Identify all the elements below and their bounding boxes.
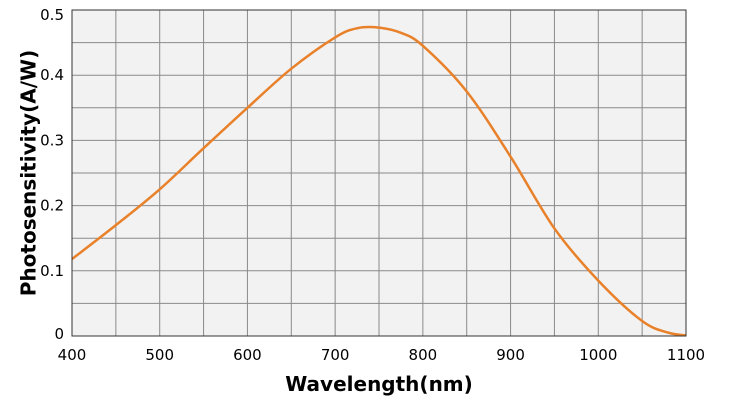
x-axis-label: Wavelength(nm): [285, 372, 473, 396]
y-tick-label: 0.1: [40, 262, 64, 280]
y-tick-labels: 0 0.1 0.2 0.3 0.4 0.5: [40, 6, 64, 343]
y-tick-label: 0.4: [40, 66, 64, 84]
series-layer: [71, 25, 687, 337]
x-tick-label: 1100: [667, 346, 705, 364]
y-tick-label: 0: [54, 325, 64, 343]
series-line-0: [71, 25, 687, 337]
x-tick-labels: 400 500 600 700 800 900 1000 1100: [58, 346, 705, 364]
x-tick-label: 800: [409, 346, 438, 364]
y-tick-label: 0.3: [40, 131, 64, 149]
y-tick-label: 0.2: [40, 197, 64, 215]
x-tick-label: 700: [321, 346, 350, 364]
x-tick-label: 400: [58, 346, 87, 364]
x-tick-label: 500: [145, 346, 174, 364]
y-tick-label: 0.5: [40, 6, 64, 24]
plot-frame: [71, 9, 687, 337]
x-tick-label: 600: [233, 346, 262, 364]
x-tick-label: 900: [496, 346, 525, 364]
x-tick-label: 1000: [579, 346, 617, 364]
y-axis-label: Photosensitivity(A/W): [17, 50, 41, 296]
